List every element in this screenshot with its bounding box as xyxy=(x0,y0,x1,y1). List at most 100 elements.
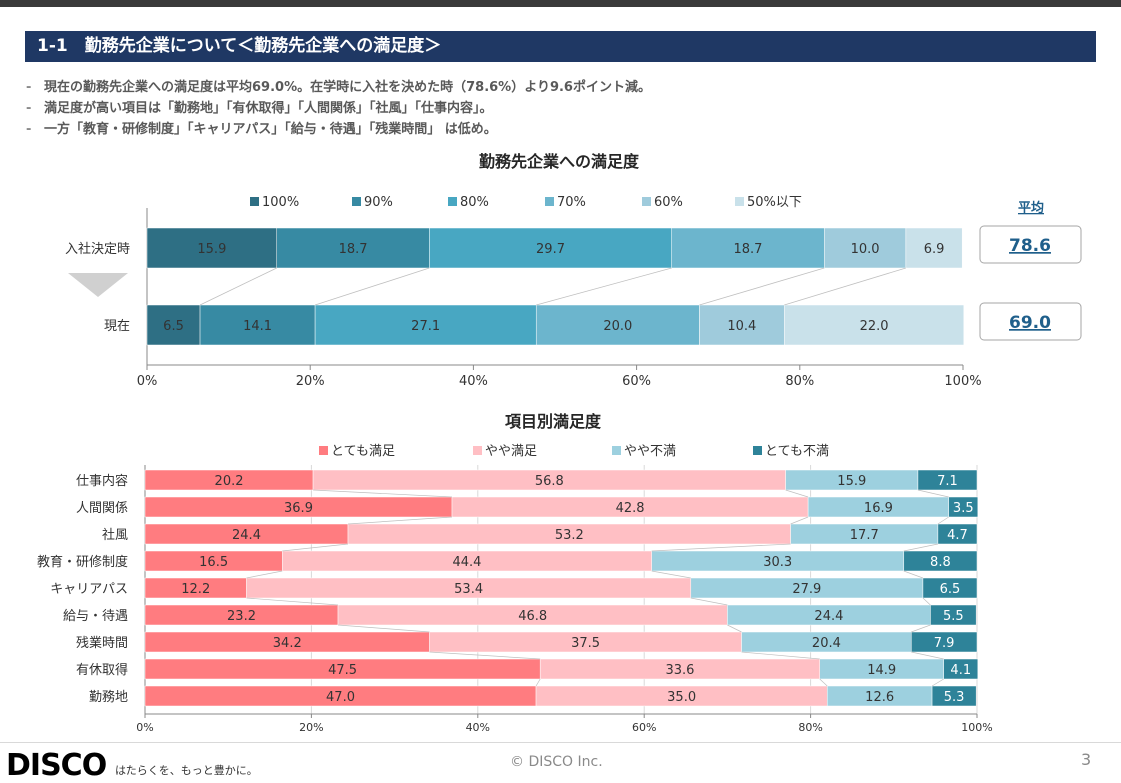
chart1-data-label: 18.7 xyxy=(339,242,368,257)
chart2-connector-line xyxy=(727,624,742,633)
chart2-legend-label: やや不満 xyxy=(624,444,676,459)
summary-bullet: - 現在の勤務先企業への満足度は平均69.0%。在学時に入社を決めた時（78.6%… xyxy=(26,77,651,98)
average-box xyxy=(979,225,1082,264)
chart1-data-label: 27.1 xyxy=(411,319,440,334)
chart1-bar-segment xyxy=(699,304,785,346)
chart1-data-label: 14.1 xyxy=(243,319,272,334)
chart2-data-label: 17.7 xyxy=(850,528,879,543)
chart2-title: 項目別満足度 xyxy=(505,412,602,431)
chart2-category-label: 有休取得 xyxy=(76,662,128,678)
chart2-tick-label: 40% xyxy=(466,721,490,734)
bullet-marker: - xyxy=(26,122,32,137)
chart1-legend-swatch xyxy=(735,197,744,206)
chart2-category-label: 給与・待遇 xyxy=(63,609,128,624)
chart2-data-label: 20.4 xyxy=(812,636,841,651)
chart2-bar-segment xyxy=(917,469,978,491)
chart2-connector-line xyxy=(931,678,944,687)
chart2-data-label: 56.8 xyxy=(535,474,564,489)
chart2-data-label: 7.9 xyxy=(934,636,955,651)
bullet-text: 現在の勤務先企業への満足度は平均69.0%。在学時に入社を決めた時（78.6%）… xyxy=(44,80,651,95)
chart1-bar-segment xyxy=(671,227,825,269)
footer-divider xyxy=(0,742,1121,743)
chart2-bar-segment xyxy=(931,685,977,707)
chart2-connector-line xyxy=(347,516,453,525)
chart2-category-label: 勤務地 xyxy=(89,690,128,705)
chart1-bar-segment xyxy=(429,227,672,269)
chart2-data-label: 24.4 xyxy=(814,609,843,624)
chart1-connector-line xyxy=(699,267,825,306)
bullet-text: 一方「教育・研修制度」「キャリアパス」「給与・待遇」「残業時間」 は低め。 xyxy=(44,122,497,137)
chart2-category-label: 教育・研修制度 xyxy=(37,554,128,570)
chart1-data-label: 29.7 xyxy=(536,242,565,257)
chart2-data-label: 24.4 xyxy=(232,528,261,543)
chart2-data-label: 12.2 xyxy=(181,582,210,597)
chart2-data-label: 7.1 xyxy=(937,474,958,489)
chart1-bar-segment xyxy=(535,304,700,346)
chart2-connector-line xyxy=(922,597,931,606)
chart1-data-label: 10.0 xyxy=(851,242,880,257)
chart1-tick-label: 20% xyxy=(296,374,325,389)
chart2-connector-line xyxy=(337,624,430,633)
chart2-legend-label: とても不満 xyxy=(765,444,829,459)
chart2-category-label: 社風 xyxy=(102,527,128,543)
chart2-legend-label: とても満足 xyxy=(331,444,395,459)
copyright: © DISCO Inc. xyxy=(510,754,603,770)
summary-bullet: - 満足度が高い項目は「勤務地」「有休取得」「人間関係」「社風」「仕事内容」。 xyxy=(26,98,651,119)
chart1-data-label: 15.9 xyxy=(197,242,226,257)
chart1-data-label: 18.7 xyxy=(734,242,763,257)
chart2-bar-segment xyxy=(943,658,979,680)
chart1-tick-label: 40% xyxy=(459,374,488,389)
chart2-connector-line xyxy=(651,570,691,579)
chart2-connector-line xyxy=(911,624,931,633)
chart2-data-label: 30.3 xyxy=(763,555,792,570)
chart2-connector-line xyxy=(535,678,541,687)
chart2-category-label: 仕事内容 xyxy=(76,473,128,489)
chart2-data-label: 53.2 xyxy=(555,528,584,543)
chart2-data-label: 47.5 xyxy=(328,663,357,678)
chart1-data-label: 20.0 xyxy=(603,319,632,334)
chart2-data-label: 5.5 xyxy=(943,609,964,624)
chart1-bar-segment xyxy=(199,304,316,346)
chart2-bar-segment xyxy=(937,523,978,545)
chart2-category-label: 残業時間 xyxy=(76,635,128,651)
page-title: 1-1 勤務先企業について＜勤務先企業への満足度＞ xyxy=(25,31,1096,62)
chart2-data-label: 12.6 xyxy=(865,690,894,705)
chart2-connector-line xyxy=(937,516,949,525)
chart2-bar-segment xyxy=(922,577,978,599)
chart1-legend-swatch xyxy=(448,197,457,206)
chart2-connector-line xyxy=(790,516,809,525)
disco-logo: DISCO xyxy=(6,748,107,783)
bullet-text: 満足度が高い項目は「勤務地」「有休取得」「人間関係」「社風」「仕事内容」。 xyxy=(44,101,493,116)
chart1-legend-label: 70% xyxy=(557,195,586,210)
top-bar xyxy=(0,0,1121,7)
chart1-tick-label: 0% xyxy=(137,374,158,389)
chart2-connector-line xyxy=(903,570,924,579)
chart2-connector-line xyxy=(651,543,791,552)
chart1-connector-line xyxy=(784,267,906,306)
chart2-tick-label: 20% xyxy=(299,721,323,734)
charts-canvas: 勤務先企業への満足度 100% 90% 80% 70% 60% 50%以下 0% 20% 40% 6… xyxy=(37,152,1082,734)
chart1-data-label: 6.9 xyxy=(924,242,945,257)
chart1-legend-label: 60% xyxy=(654,195,683,210)
chart1-tick-label: 80% xyxy=(785,374,814,389)
chart2-legend-swatch xyxy=(612,446,621,455)
chart1-legend-label: 50%以下 xyxy=(747,195,802,210)
chart2-data-label: 16.9 xyxy=(864,501,893,516)
bullet-marker: - xyxy=(26,101,32,116)
chart2-connector-line xyxy=(741,651,820,660)
chart2-data-label: 33.6 xyxy=(665,663,694,678)
chart2-category-label: キャリアパス xyxy=(50,582,128,597)
chart2-data-label: 35.0 xyxy=(667,690,696,705)
chart2-data-label: 44.4 xyxy=(453,555,482,570)
chart2-data-label: 46.8 xyxy=(518,609,547,624)
average-value: 78.6 xyxy=(1009,236,1051,256)
chart2-data-label: 42.8 xyxy=(616,501,645,516)
chart2-connector-line xyxy=(911,651,944,660)
chart2-connector-line xyxy=(282,543,349,552)
chart1-bar-segment xyxy=(276,227,430,269)
chart1-legend-label: 100% xyxy=(262,195,299,210)
chart1-title: 勤務先企業への満足度 xyxy=(479,152,640,171)
chart1-legend-label: 80% xyxy=(460,195,489,210)
tagline: はたらくを、もっと豊かに。 xyxy=(115,764,258,777)
chart2-tick-label: 80% xyxy=(798,721,822,734)
